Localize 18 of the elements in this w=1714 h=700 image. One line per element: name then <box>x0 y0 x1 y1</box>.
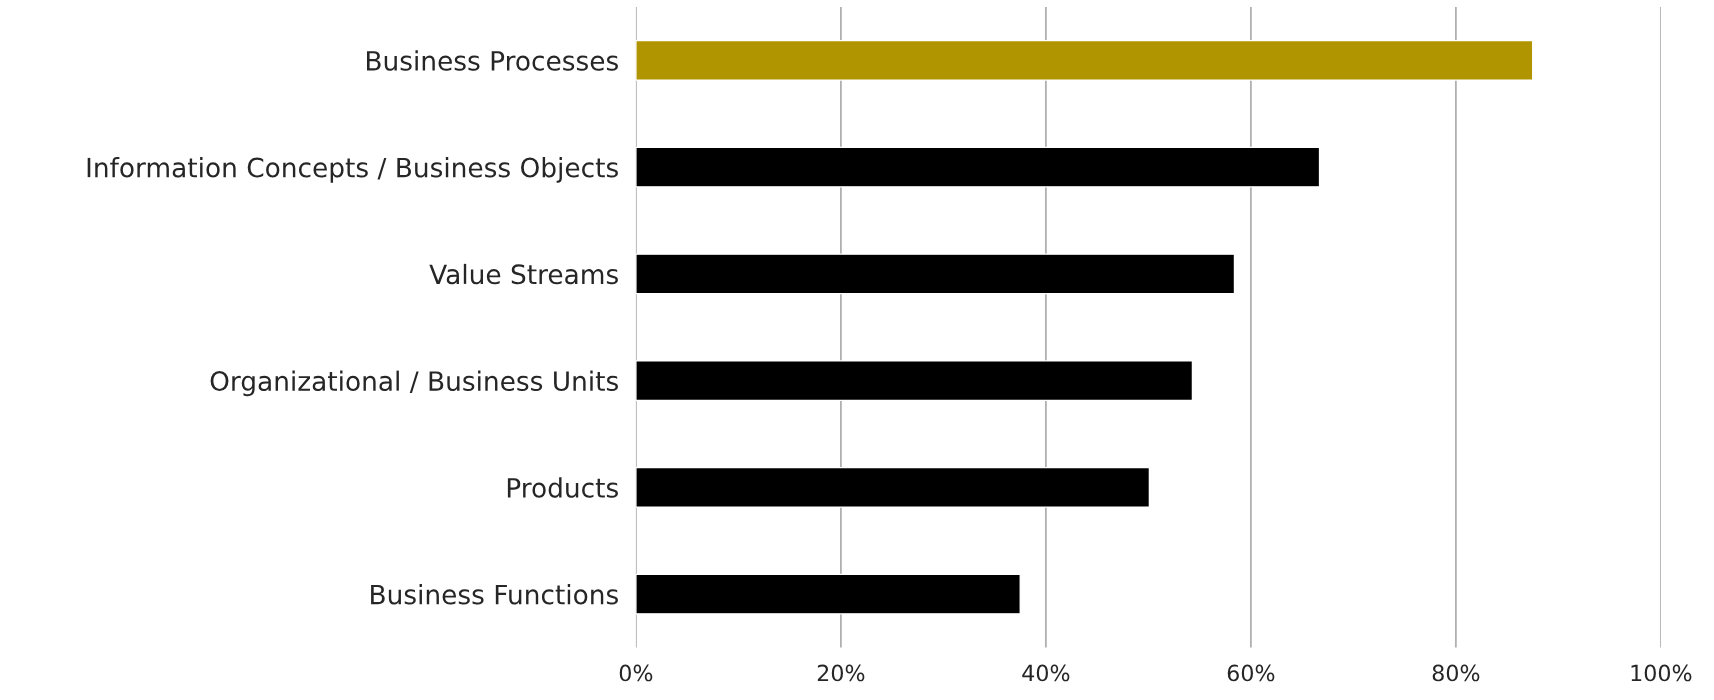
y-tick-label: Information Concepts / Business Objects <box>87 157 618 183</box>
x-tick-label: 0% <box>619 664 653 682</box>
bar <box>635 39 1534 81</box>
bar <box>635 146 1321 188</box>
x-tick-label: 80% <box>1432 664 1480 682</box>
bar <box>635 253 1236 295</box>
bar <box>635 360 1194 402</box>
y-tick-label: Organizational / Business Units <box>210 370 618 397</box>
y-tick-label: Business Processes <box>366 50 618 71</box>
x-tick-label: 100% <box>1631 664 1692 682</box>
x-tick-label: 60% <box>1227 664 1275 682</box>
y-tick-label: Products <box>507 477 618 498</box>
x-tick-label: 20% <box>817 664 865 682</box>
x-tick-label: 40% <box>1022 664 1070 682</box>
bar <box>635 573 1021 615</box>
y-tick-label: Business Functions <box>371 584 618 605</box>
y-tick-label: Value Streams <box>429 263 618 285</box>
bar <box>635 466 1151 508</box>
